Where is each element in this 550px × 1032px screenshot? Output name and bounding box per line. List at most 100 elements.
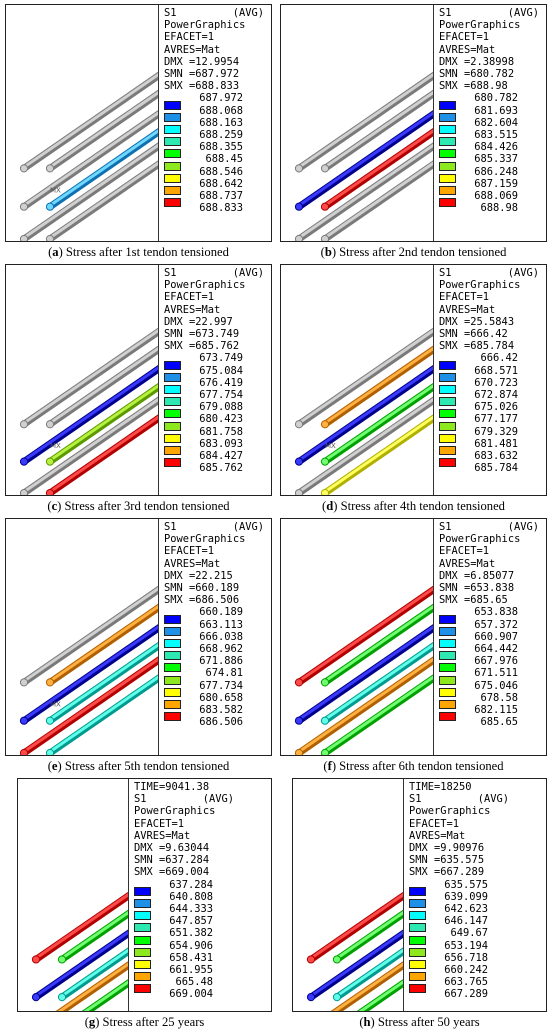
color-swatch	[164, 397, 181, 407]
tendon-3	[45, 642, 158, 725]
caption-text: Stress after 2nd tendon tensioned	[336, 245, 507, 259]
contour-level: 666.42	[439, 352, 546, 364]
color-swatch	[409, 911, 426, 921]
avres-label: AVRES=Mat	[409, 829, 466, 842]
avres-label: AVRES=Mat	[134, 829, 191, 842]
efacet-label: EFACET=1	[439, 545, 490, 558]
contour-level: 677.177	[439, 409, 546, 425]
color-swatch	[439, 663, 456, 673]
powergraphics-label: PowerGraphics	[164, 19, 246, 32]
tendon-3	[320, 642, 433, 725]
color-swatch	[164, 712, 181, 722]
mx-marker-label: MX	[325, 442, 336, 450]
tendon-2	[332, 909, 403, 964]
tendon-6	[45, 674, 158, 755]
contour-level: 666.038	[164, 626, 271, 643]
panel-b: S1 (AVG) PowerGraphics EFACET=1 AVRES=Mat DMX…	[280, 4, 547, 262]
caption-text: Stress after 1st tendon tensioned	[62, 245, 229, 259]
contour-level: 681.693	[439, 100, 546, 117]
color-swatch	[439, 614, 456, 624]
color-swatch	[439, 409, 456, 419]
tendon-graphic	[306, 891, 403, 1011]
tendon-1	[19, 327, 158, 429]
color-swatch	[409, 960, 426, 970]
dmx-label: DMX =2.38998	[439, 55, 515, 68]
plot-frame: MX S1 (AVG) PowerGraphics EFACET=1 AVRES=Mat D…	[280, 264, 547, 496]
color-swatch	[164, 161, 181, 171]
contour-level: 667.289	[409, 984, 546, 1000]
caption-text: Stress after 25 years	[99, 1015, 205, 1029]
smx-label: SMX =688.833	[164, 80, 240, 93]
contour-level: 688.98	[439, 198, 546, 214]
color-swatch	[409, 984, 426, 994]
contour-level: 647.857	[134, 911, 271, 927]
averaging-label: (AVG)	[232, 267, 264, 279]
contour-value: 680.658	[199, 691, 243, 704]
contour-level: 686.248	[439, 161, 546, 178]
color-swatch	[164, 639, 181, 649]
contour-value: 654.906	[169, 939, 213, 952]
dmx-label: DMX =25.5843	[439, 315, 515, 328]
contour-level: 646.147	[409, 911, 546, 927]
color-swatch	[164, 458, 181, 468]
contour-level: 670.723	[439, 372, 546, 389]
contour-value: 675.084	[199, 364, 243, 377]
contour-level: 665.48	[134, 972, 271, 988]
contour-value: 685.762	[199, 462, 243, 475]
averaging-label: (AVG)	[507, 7, 539, 19]
tendon-5	[294, 396, 433, 495]
contour-level: 688.546	[164, 161, 271, 178]
color-swatch	[409, 935, 426, 945]
color-swatch	[164, 173, 181, 183]
contour-value: 682.604	[474, 116, 518, 129]
panel-f: S1 (AVG) PowerGraphics EFACET=1 AVRES=Mat DMX…	[280, 518, 547, 776]
color-swatch	[439, 700, 456, 710]
tendon-4	[31, 929, 128, 1002]
contour-level: 660.242	[409, 960, 546, 976]
color-swatch	[439, 651, 456, 661]
tendon-2	[320, 345, 433, 429]
contour-value: 668.571	[474, 364, 518, 377]
color-swatch	[134, 984, 151, 994]
color-swatch	[439, 360, 456, 370]
contour-value: 676.419	[199, 376, 243, 389]
contour-level: 653.838	[439, 606, 546, 618]
tendon-6	[320, 414, 433, 495]
contour-value: 683.515	[474, 128, 518, 141]
color-swatch	[164, 372, 181, 382]
tendon-graphic: MX	[294, 327, 433, 495]
figure-caption: (f) Stress after 6th tendon tensioned	[323, 759, 504, 773]
caption-letter: c	[51, 499, 58, 513]
plot-frame: MX S1 (AVG) PowerGraphics EFACET=1 AVRES=Mat D…	[5, 4, 272, 242]
contour-value: 670.723	[474, 376, 518, 389]
contour-value: 672.874	[474, 388, 518, 401]
color-swatch	[164, 663, 181, 673]
contour-level: 671.886	[164, 651, 271, 667]
contour-level: 683.582	[164, 700, 271, 716]
figure-caption: (b) Stress after 2nd tendon tensioned	[320, 245, 507, 259]
contour-value: 688.546	[199, 165, 243, 178]
color-swatch	[439, 687, 456, 697]
color-swatch	[439, 639, 456, 649]
contour-value: 681.693	[474, 104, 518, 117]
contour-value: 673.749	[199, 352, 243, 365]
plot-frame: TIME=18250 S1 (AVG) PowerGraphics EFACET=1 AV…	[292, 778, 547, 1012]
contour-level: 644.333	[134, 899, 271, 915]
contour-value: 680.782	[474, 92, 518, 105]
caption-letter: b	[324, 245, 332, 259]
smn-label: SMN =680.782	[439, 68, 515, 81]
contour-value: 683.632	[474, 449, 518, 462]
contour-level: 684.426	[439, 137, 546, 153]
contour-value: 658.431	[169, 951, 213, 964]
contour-level: 673.749	[164, 352, 271, 364]
contour-level: 684.427	[164, 446, 271, 462]
color-swatch	[439, 385, 456, 395]
smx-label: SMX =685.762	[164, 340, 240, 353]
dmx-label: DMX =12.9954	[164, 55, 240, 68]
figure-caption: (c) Stress after 3rd tendon tensioned	[47, 499, 230, 513]
color-swatch	[164, 125, 181, 135]
contour-level: 680.423	[164, 409, 271, 425]
contour-level: 680.658	[164, 687, 271, 704]
tendon-3	[320, 128, 433, 211]
contour-level: 682.115	[439, 700, 546, 716]
